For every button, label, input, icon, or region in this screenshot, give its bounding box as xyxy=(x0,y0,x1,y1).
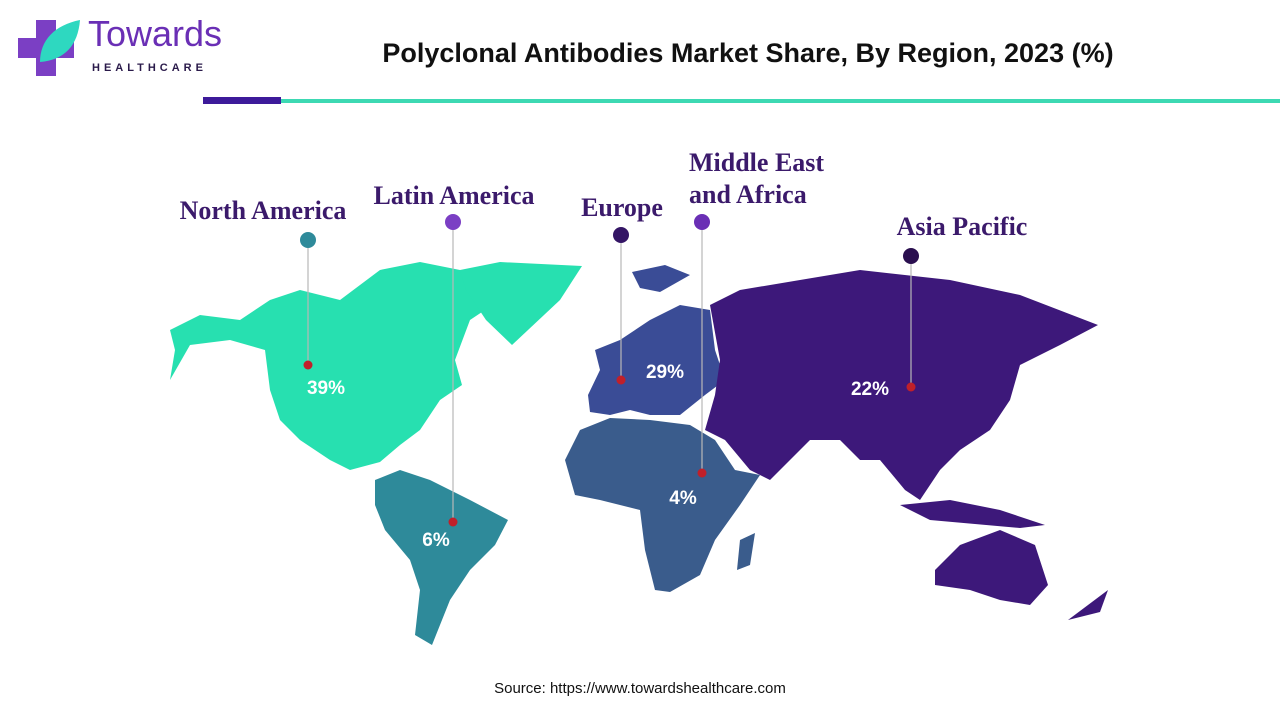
region-dot xyxy=(448,517,458,527)
title-rule xyxy=(281,99,1280,103)
region-shape xyxy=(705,270,1108,620)
logo-icon xyxy=(18,20,80,76)
region-label: Asia Pacific xyxy=(896,212,1028,241)
value-label: 39% xyxy=(307,378,345,399)
pin-head xyxy=(613,227,629,243)
value-label: 4% xyxy=(669,488,697,509)
region-dot xyxy=(906,382,916,392)
pin-head xyxy=(903,248,919,264)
chart-title: Polyclonal Antibodies Market Share, By R… xyxy=(382,38,1113,68)
region-shape xyxy=(170,262,582,470)
region-label: Europe xyxy=(581,193,663,222)
value-label: 29% xyxy=(646,362,684,383)
region-label: Middle East and Africa xyxy=(689,148,825,209)
region-dot xyxy=(303,360,313,370)
region-label: North America xyxy=(179,196,347,225)
source-note: Source: https://www.towardshealthcare.co… xyxy=(494,680,786,697)
title-rule xyxy=(203,97,281,104)
pin-head xyxy=(300,232,316,248)
region-shape xyxy=(565,418,760,592)
pin-head xyxy=(694,214,710,230)
region-shape xyxy=(588,265,725,415)
value-label: 6% xyxy=(422,530,450,551)
region-shape xyxy=(375,470,508,645)
pin-head xyxy=(445,214,461,230)
logo-name: Towards xyxy=(88,13,222,54)
logo-sub: HEALTHCARE xyxy=(92,62,207,74)
value-label: 22% xyxy=(851,379,889,400)
region-dot xyxy=(616,375,626,385)
region-label: Latin America xyxy=(373,181,535,210)
region-dot xyxy=(697,468,707,478)
